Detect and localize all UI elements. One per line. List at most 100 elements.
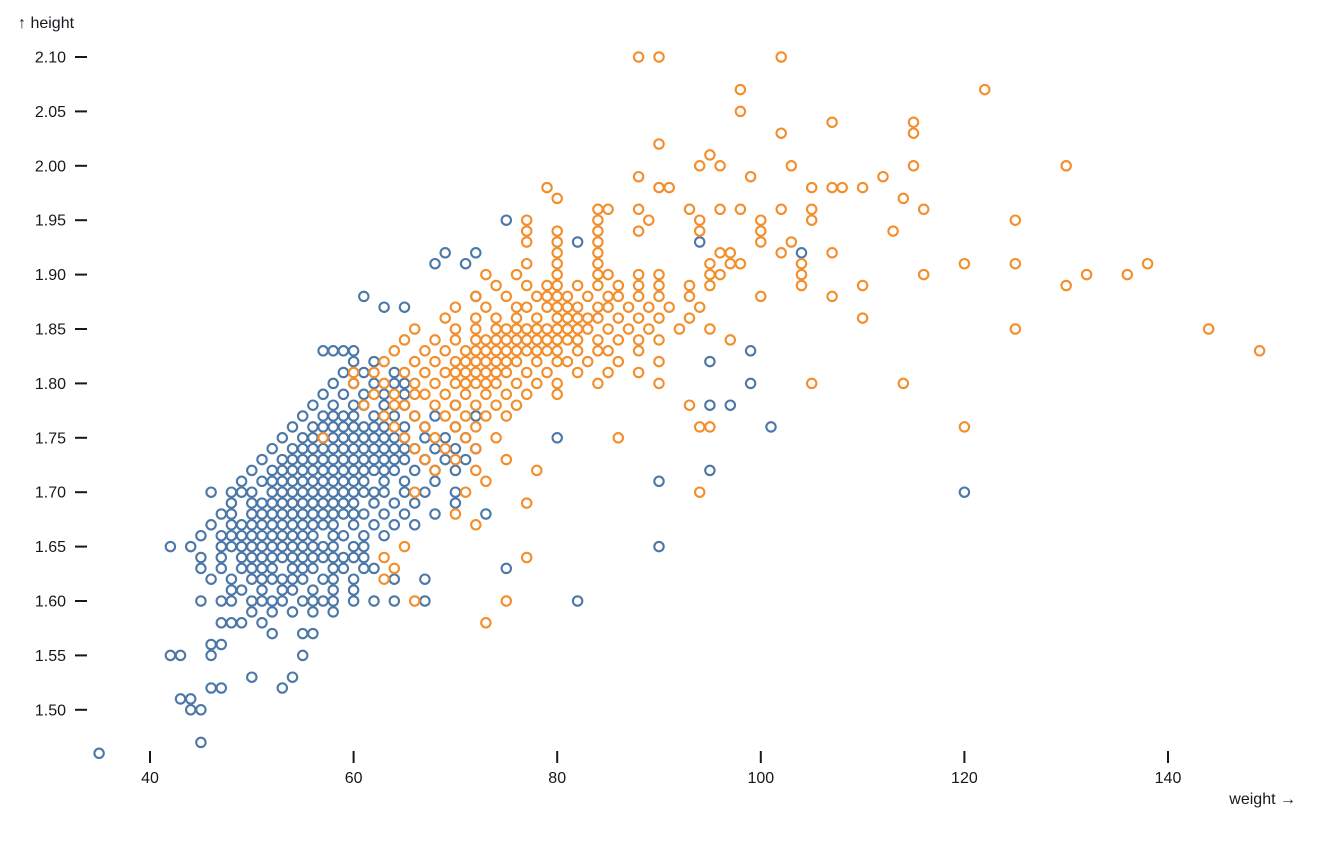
data-point-series-blue — [307, 399, 319, 411]
data-point-series-blue — [327, 584, 339, 596]
data-point-series-orange — [704, 257, 716, 270]
data-point-series-orange — [704, 323, 716, 335]
y-tick-label: 1.80 — [35, 376, 66, 393]
data-point-series-orange — [643, 323, 655, 335]
data-point-series-blue — [337, 486, 350, 498]
data-point-series-orange — [459, 486, 472, 498]
data-point-series-orange — [755, 214, 767, 226]
data-point-series-blue — [205, 573, 217, 585]
data-point-series-blue — [388, 595, 401, 607]
data-point-series-blue — [388, 519, 401, 531]
data-point-series-blue — [388, 497, 401, 509]
data-point-series-blue — [419, 486, 431, 498]
data-point-series-orange — [643, 301, 655, 313]
data-point-series-blue — [449, 486, 462, 498]
data-point-series-orange — [551, 236, 563, 248]
data-point-series-orange — [602, 203, 614, 216]
data-point-series-blue — [337, 464, 350, 477]
data-point-series-blue — [266, 442, 278, 455]
data-point-series-blue — [327, 595, 339, 607]
data-point-series-orange — [459, 410, 472, 422]
data-point-series-blue — [429, 442, 441, 455]
data-point-series-blue — [693, 236, 706, 248]
data-point-series-orange — [520, 257, 533, 270]
data-point-series-orange — [592, 377, 604, 390]
data-point-series-orange — [724, 334, 737, 346]
data-point-series-orange — [551, 225, 563, 237]
data-point-series-orange — [480, 366, 492, 379]
data-point-series-blue — [358, 366, 370, 379]
data-point-series-blue — [337, 442, 350, 455]
data-point-series-orange — [398, 432, 411, 444]
data-point-series-blue — [368, 453, 380, 466]
data-point-series-orange — [561, 290, 574, 303]
data-point-series-orange — [398, 540, 411, 553]
data-point-series-blue — [765, 421, 777, 433]
data-point-series-orange — [592, 268, 604, 281]
data-point-series-blue — [205, 486, 217, 498]
data-point-series-blue — [347, 519, 360, 531]
data-point-series-orange — [510, 323, 523, 335]
data-point-series-blue — [195, 736, 207, 749]
data-point-series-blue — [256, 519, 268, 531]
data-point-series-blue — [296, 508, 309, 520]
data-point-series-orange — [449, 301, 462, 313]
data-point-series-orange — [408, 442, 421, 455]
data-point-series-orange — [510, 399, 523, 411]
data-point-series-blue — [317, 497, 329, 509]
data-point-series-blue — [256, 617, 268, 629]
data-point-series-orange — [449, 377, 462, 390]
data-point-series-orange — [490, 312, 502, 324]
data-point-series-orange — [480, 388, 492, 401]
data-point-series-blue — [266, 627, 278, 640]
data-point-series-blue — [317, 508, 329, 520]
x-tick-label: 60 — [345, 770, 363, 787]
data-point-series-blue — [744, 377, 757, 390]
data-point-series-orange — [531, 464, 543, 477]
data-point-series-orange — [592, 236, 604, 248]
data-point-series-blue — [246, 562, 258, 575]
data-point-series-blue — [551, 432, 563, 444]
data-point-series-blue — [296, 551, 309, 564]
data-point-series-blue — [347, 584, 360, 596]
x-axis-label: weight → — [1228, 791, 1296, 808]
data-point-series-blue — [347, 551, 360, 564]
data-point-series-blue — [276, 595, 289, 607]
data-point-series-blue — [164, 649, 177, 662]
data-point-series-orange — [500, 595, 513, 607]
data-point-series-blue — [347, 432, 360, 444]
data-point-series-orange — [541, 334, 553, 346]
data-point-series-orange — [714, 203, 726, 216]
data-point-series-blue — [276, 475, 289, 488]
data-point-series-orange — [510, 312, 523, 324]
data-point-series-blue — [256, 529, 268, 542]
data-point-series-orange — [734, 105, 747, 118]
data-point-series-blue — [337, 562, 350, 575]
data-point-series-orange — [632, 268, 645, 281]
data-point-series-blue — [419, 432, 431, 444]
data-point-series-orange — [378, 377, 390, 390]
data-point-series-orange — [470, 345, 482, 357]
data-point-series-blue — [347, 345, 360, 357]
data-point-series-blue — [235, 475, 248, 488]
data-point-series-orange — [439, 442, 451, 455]
data-point-series-blue — [459, 453, 472, 466]
data-point-series-orange — [632, 290, 645, 303]
data-point-series-orange — [459, 388, 472, 401]
x-tick-label: 140 — [1155, 770, 1182, 787]
data-point-series-orange — [1009, 214, 1022, 226]
data-point-series-orange — [531, 334, 543, 346]
data-point-series-blue — [358, 453, 370, 466]
data-point-series-blue — [378, 399, 390, 411]
data-point-series-orange — [571, 323, 584, 335]
y-tick-label: 1.95 — [35, 213, 66, 230]
data-point-series-orange — [378, 573, 390, 585]
data-point-series-blue — [276, 573, 289, 585]
data-point-series-blue — [195, 562, 207, 575]
data-point-series-blue — [286, 442, 299, 455]
data-point-series-orange — [480, 410, 492, 422]
data-point-series-blue — [246, 529, 258, 542]
data-point-series-blue — [398, 301, 411, 313]
data-point-series-blue — [266, 551, 278, 564]
data-point-series-blue — [398, 508, 411, 520]
